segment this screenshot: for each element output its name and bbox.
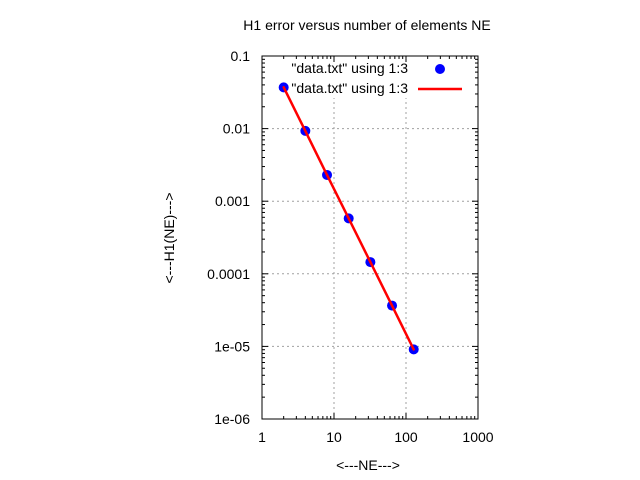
fit-line: [282, 86, 415, 351]
grid-lines: [262, 98, 478, 419]
plot-frame: [261, 55, 479, 420]
x-tick-label: 1: [258, 429, 266, 445]
y-tick-label: 1e-06: [214, 411, 250, 427]
x-tick-label: 1000: [462, 429, 493, 445]
y-tick-label: 0.01: [223, 121, 250, 137]
plot-area: [278, 82, 419, 355]
x-axis-label: <---NE--->: [336, 457, 400, 473]
legend: "data.txt" using 1:3 "data.txt" using 1:3: [291, 60, 462, 96]
x-tick-label: 10: [326, 429, 342, 445]
y-axis-label: <---H1(NE)--->: [161, 193, 177, 284]
chart-title: H1 error versus number of elements NE: [243, 17, 490, 33]
legend-label-points: "data.txt" using 1:3: [291, 60, 408, 76]
y-tick-label: 1e-05: [214, 338, 250, 354]
y-tick-label: 0.001: [215, 193, 250, 209]
y-tick-label: 0.1: [231, 48, 251, 64]
x-tick-label: 100: [394, 429, 418, 445]
legend-point-marker: [435, 64, 445, 74]
y-tick-label: 0.0001: [207, 266, 250, 282]
legend-label-line: "data.txt" using 1:3: [291, 80, 408, 96]
axes: 1 10 100 1000 0.1 0.01 0.001 0.0001 1e-05 1e-06: [207, 48, 494, 445]
